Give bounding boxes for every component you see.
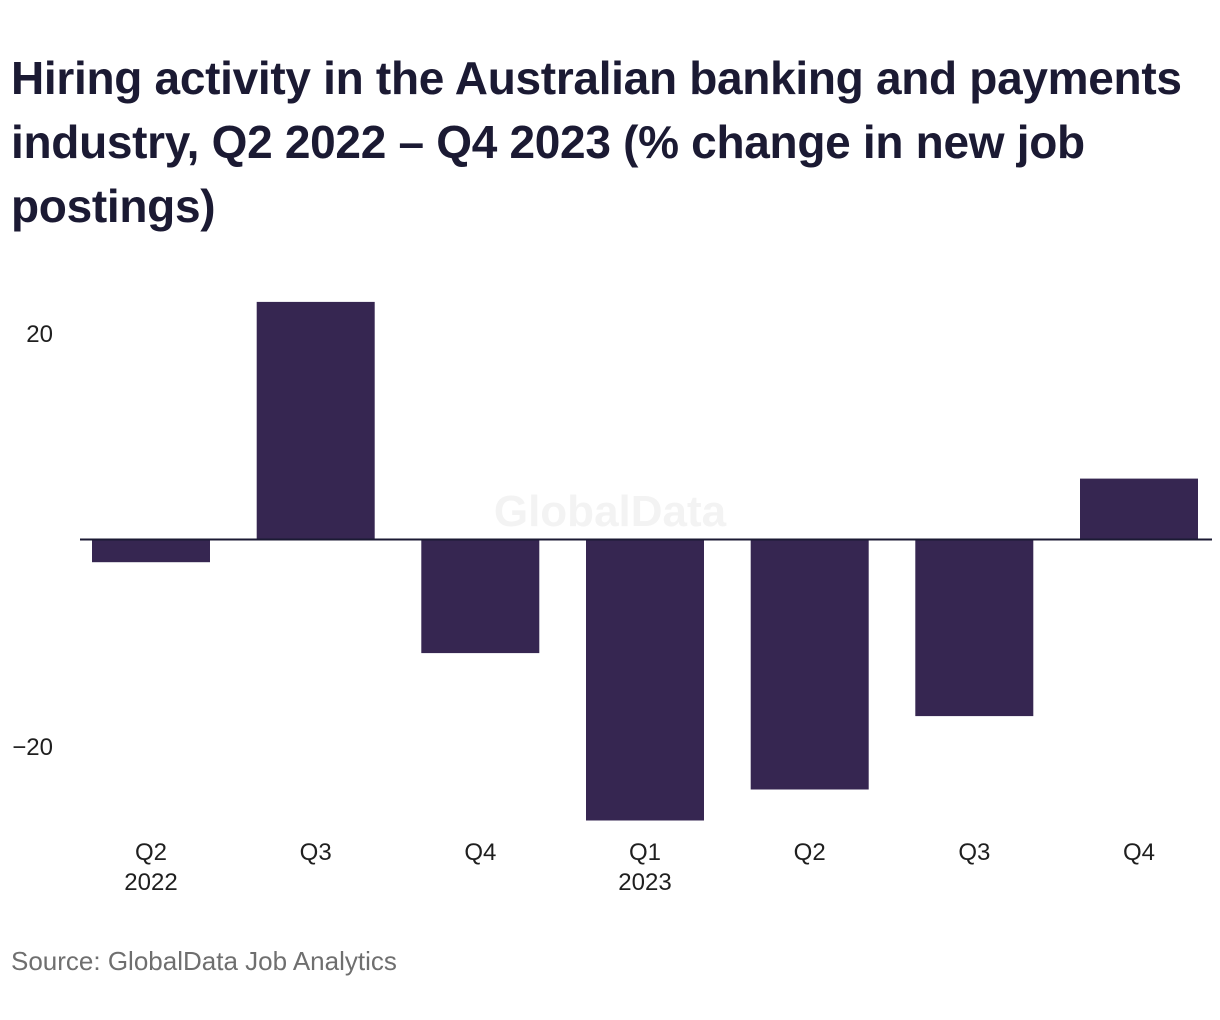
- x-tick-quarter: Q3: [958, 839, 990, 866]
- y-tick-label: 20: [26, 321, 53, 348]
- bars-group: [92, 301, 1198, 821]
- x-tick-year: 2023: [618, 869, 671, 896]
- x-axis-ticks: Q2 2022 Q3 Q4 Q1 2023 Q2 Q3 Q4: [124, 839, 1155, 896]
- x-tick-quarter: Q3: [300, 839, 332, 866]
- bar-q4-2: [421, 539, 540, 654]
- x-tick-quarter: Q1: [629, 839, 661, 866]
- watermark: GlobalData: [494, 487, 727, 536]
- bar-q1-3: [586, 539, 704, 821]
- bar-q2-4: [750, 539, 869, 790]
- y-axis-ticks: 20 −20: [12, 321, 53, 761]
- bar-q3-5: [915, 539, 1034, 717]
- x-tick-quarter: Q4: [464, 839, 496, 866]
- bar-q2-0: [92, 539, 210, 563]
- x-tick-quarter: Q2: [794, 839, 826, 866]
- source-note: Source: GlobalData Job Analytics: [11, 946, 397, 976]
- x-tick-quarter: Q2: [135, 839, 167, 866]
- x-tick-year: 2022: [124, 869, 177, 896]
- bar-q4-6: [1080, 478, 1198, 540]
- bar-q3-1: [256, 301, 375, 540]
- y-tick-label: −20: [12, 734, 53, 761]
- chart-title: Hiring activity in the Australian bankin…: [11, 52, 1182, 232]
- bar-chart: GlobalData 20 −20 Q2 2022 Q3 Q4 Q1 2023 Q2 Q3 Q4: [12, 301, 1212, 896]
- x-tick-quarter: Q4: [1123, 839, 1155, 866]
